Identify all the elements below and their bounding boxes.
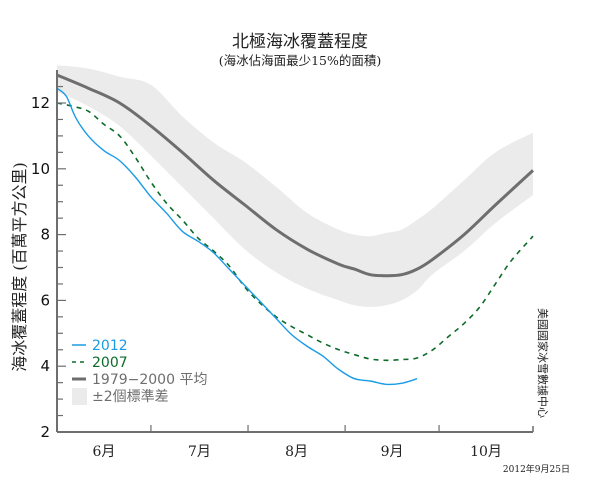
x-tick-label: 7月 bbox=[188, 444, 211, 460]
chart-subtitle: (海冰佔海面最少15%的面積) bbox=[218, 53, 382, 68]
y-tick-label: 8 bbox=[40, 226, 50, 244]
x-tick-label: 10月 bbox=[470, 444, 502, 460]
legend-label-2007: 2007 bbox=[92, 355, 128, 371]
y-tick-label: 4 bbox=[40, 357, 50, 375]
std-dev-band bbox=[57, 65, 533, 307]
y-tick-label: 2 bbox=[40, 423, 50, 441]
legend-swatch-band bbox=[72, 388, 87, 405]
x-tick-label: 8月 bbox=[285, 444, 308, 460]
legend-label-2012: 2012 bbox=[92, 338, 128, 354]
series-line-1979-2000-mean bbox=[56, 73, 535, 278]
legend-label-band: ±2個標準差 bbox=[92, 389, 169, 405]
series-line-2007 bbox=[56, 102, 534, 362]
y-tick-label: 12 bbox=[31, 94, 50, 112]
x-tick-label: 6月 bbox=[93, 444, 116, 460]
legend-label-mean: 1979−2000 平均 bbox=[92, 372, 207, 388]
date-stamp: 2012年9月25日 bbox=[502, 465, 570, 475]
chart-title: 北極海冰覆蓋程度 bbox=[232, 32, 368, 52]
x-tick-label: 9月 bbox=[381, 444, 404, 460]
series-line-2012 bbox=[56, 87, 418, 386]
y-tick-label: 10 bbox=[31, 160, 50, 178]
y-tick-label: 6 bbox=[40, 291, 50, 309]
